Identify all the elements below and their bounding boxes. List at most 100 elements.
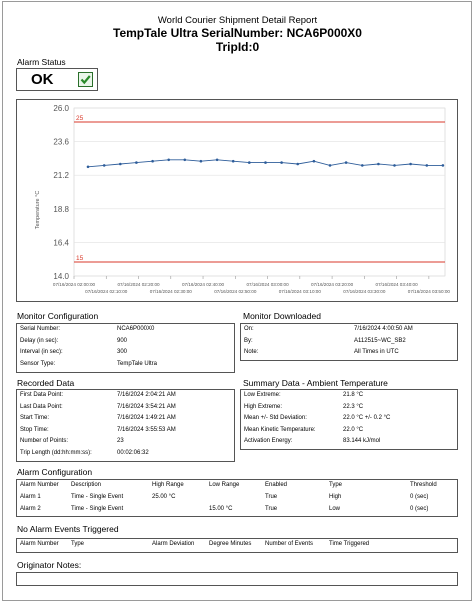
data-point (86, 165, 90, 169)
recorded-data-label: Trip Length (dd:hh:mm:ss): (20, 450, 92, 456)
alarm-status-label: Alarm Status (17, 57, 66, 67)
data-point (441, 164, 445, 167)
data-point (215, 158, 219, 162)
recorded-data-table: First Data Point: 7/16/2024 2:04:21 AM Las… (16, 389, 235, 462)
monitor-config-value: 300 (117, 349, 128, 355)
summary-value: 21.8 °C (343, 392, 364, 398)
monitor-downloaded-label: By: (244, 337, 253, 344)
data-point (231, 159, 235, 163)
trip-id: TripId:0 (215, 40, 260, 54)
report-title: World Courier Shipment Detail Report (157, 15, 318, 26)
monitor-downloaded-value: All Times in UTC (354, 349, 399, 355)
originator-notes-title: Originator Notes: (17, 560, 82, 570)
column-header: Time Triggered (329, 541, 370, 547)
x-tick-label: 07/16/2024 03:50:00 (408, 289, 451, 294)
column-header: Type (71, 541, 85, 547)
summary-label: Low Extreme: (244, 392, 281, 398)
summary-label: Mean +/- Std Deviation: (244, 415, 307, 421)
y-axis-label: Temperature °C (35, 191, 41, 230)
column-header: Enabled (265, 482, 288, 488)
recorded-data-value: 7/16/2024 2:04:21 AM (117, 392, 176, 398)
column-header: Alarm Deviation (152, 541, 195, 547)
y-tick-label: 16.4 (53, 238, 69, 247)
report-subtitle: TempTale Ultra SerialNumber: NCA6P000X0 (113, 26, 362, 40)
recorded-data-label: First Data Point: (20, 392, 64, 398)
monitor-config-label: Sensor Type: (20, 360, 56, 367)
monitor-config-table: Serial Number: NCA6P000X0 Delay (in sec): 9… (16, 323, 235, 373)
column-header: Low Range (209, 482, 240, 488)
plot-area (73, 107, 446, 277)
monitor-config-value: 900 (117, 337, 128, 344)
originator-notes-box (16, 572, 458, 586)
monitor-config-label: Delay (in sec): (20, 337, 59, 344)
table-cell: 15.00 °C (209, 505, 233, 512)
monitor-downloaded-label: On: (244, 326, 254, 332)
data-point (167, 158, 170, 162)
table-cell: High (329, 494, 342, 500)
column-header: Description (71, 482, 102, 488)
alarm-status-value: OK (31, 71, 54, 88)
recorded-data-value: 23 (117, 438, 124, 445)
recorded-data-value: 00:02:06:32 (117, 450, 149, 456)
x-tick-label: 07/16/2024 03:30:00 (343, 289, 386, 294)
summary-label: High Extreme: (244, 403, 283, 410)
summary-value: 22.0 °C (343, 426, 364, 433)
y-tick-label: 14.0 (53, 272, 69, 281)
no-alarm-events-table: Alarm Number Type Alarm Deviation Degree Mi… (16, 538, 458, 553)
data-point (425, 164, 429, 167)
data-point (344, 161, 348, 164)
data-point (361, 164, 364, 167)
table-cell: 0 (sec) (410, 505, 429, 512)
data-point (377, 162, 380, 166)
x-tick-label: 07/16/2024 03:10:00 (279, 289, 322, 294)
monitor-config-label: Serial Number: (20, 326, 61, 332)
summary-table: Low Extreme: 21.8 °C High Extreme: 22.3 °C M… (240, 389, 458, 450)
data-point (102, 164, 106, 167)
summary-label: Activation Energy: (244, 438, 293, 444)
y-tick-label: 23.6 (53, 138, 69, 147)
y-tick-label: 26.0 (53, 104, 69, 113)
x-tick-label: 07/16/2024 02:10:00 (85, 289, 128, 294)
monitor-downloaded-value: A112515~WC_SB2 (354, 337, 406, 344)
x-tick-label: 07/16/2024 02:20:00 (117, 282, 160, 287)
table-cell: Alarm 2 (20, 505, 41, 512)
data-point (135, 161, 138, 164)
monitor-config-label: Interval (in sec): (20, 349, 63, 355)
monitor-config-value: TempTale Ultra (117, 360, 158, 367)
monitor-config-title: Monitor Configuration (17, 311, 99, 321)
data-point (328, 164, 332, 167)
temperature-chart-svg: Temperature °C 26.023.621.218.816.414.00… (35, 104, 451, 294)
data-point (199, 159, 203, 163)
recorded-data-title: Recorded Data (17, 378, 75, 388)
x-tick-label: 07/16/2024 03:00:00 (246, 282, 289, 287)
x-tick-label: 07/16/2024 02:50:00 (214, 289, 257, 294)
recorded-data-value: 7/16/2024 1:49:21 AM (117, 415, 176, 422)
data-point (264, 161, 267, 164)
table-cell: Low (329, 505, 341, 512)
recorded-data-label: Start Time: (20, 415, 50, 422)
upper-limit-label: 25 (76, 115, 84, 122)
summary-value: 83.144 kJ/mol (343, 438, 381, 444)
recorded-data-label: Stop Time: (20, 426, 49, 433)
recorded-data-value: 7/16/2024 3:54:21 AM (117, 403, 176, 410)
y-tick-label: 21.2 (53, 171, 69, 180)
monitor-downloaded-title: Monitor Downloaded (243, 311, 321, 321)
checkbox-checked-icon (78, 72, 93, 87)
table-cell: Alarm 1 (20, 494, 41, 500)
temperature-chart: Temperature °C 26.0 23.6 21.2 18.8 16.4 14.0 0… (16, 99, 458, 302)
table-cell: Time - Single Event (71, 494, 124, 500)
no-alarm-events-title: No Alarm Events Triggered (17, 524, 119, 534)
monitor-downloaded-table: On: 7/16/2024 4:00:50 AM By: A112515~WC_SB2… (240, 323, 458, 361)
recorded-data-value: 7/16/2024 3:55:53 AM (117, 426, 176, 433)
data-point (119, 162, 122, 166)
x-tick-label: 07/16/2024 02:00:00 (53, 282, 96, 287)
table-cell: 0 (sec) (410, 494, 429, 500)
table-cell: True (265, 505, 278, 512)
data-point (280, 161, 283, 164)
data-point (183, 158, 187, 162)
column-header: Degree Minutes (209, 541, 252, 547)
data-point (248, 161, 251, 164)
table-cell: True (265, 494, 278, 500)
monitor-config-value: NCA6P000X0 (117, 326, 155, 332)
